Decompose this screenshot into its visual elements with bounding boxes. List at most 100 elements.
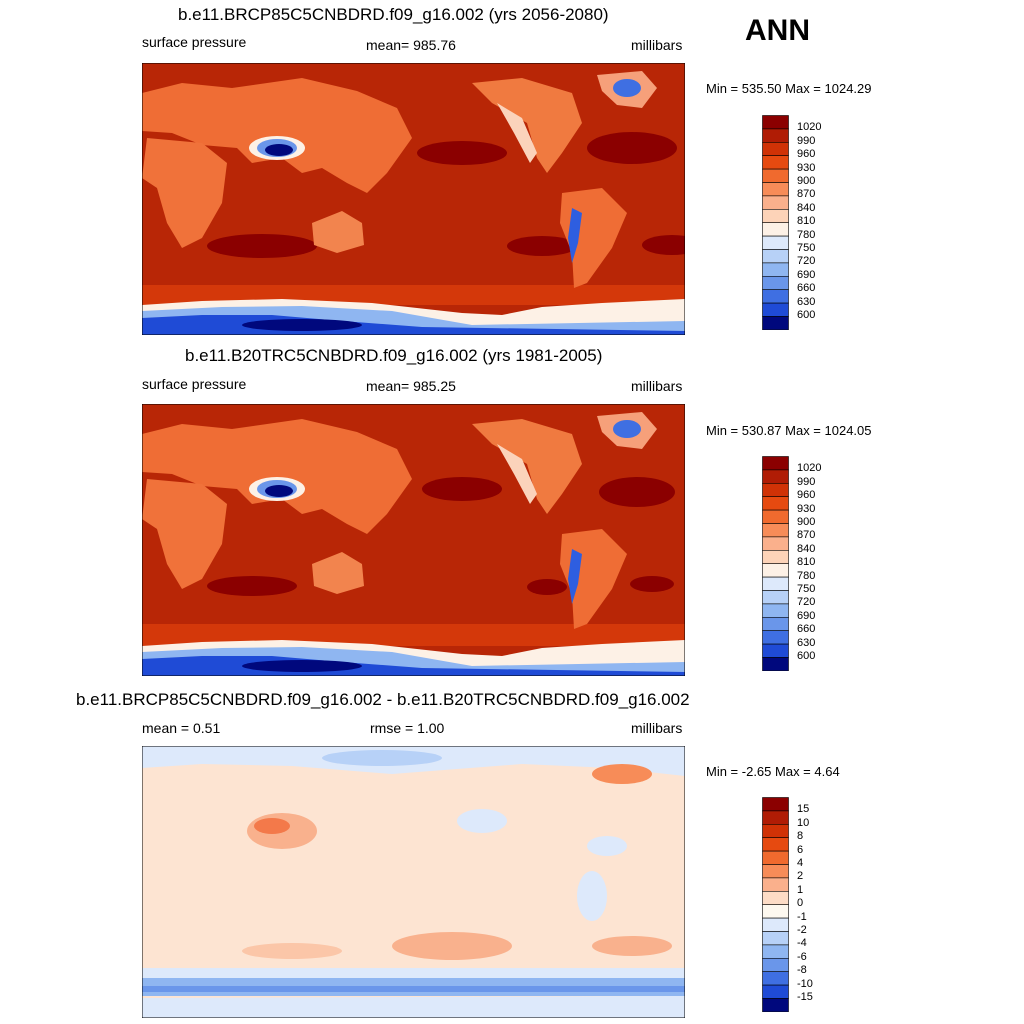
colorbar-segment — [762, 917, 789, 932]
colorbar-segment — [762, 209, 789, 224]
colorbar-segment — [762, 617, 789, 632]
panel2-greenland-ice — [613, 420, 641, 438]
colorbar-segment — [762, 509, 789, 524]
colorbar-tick-label: -6 — [797, 950, 807, 963]
colorbar-segment — [762, 971, 789, 986]
colorbar-tick-label: 600 — [797, 650, 816, 662]
colorbar-tick-label: 930 — [797, 161, 816, 174]
colorbar-tick-label: -2 — [797, 924, 807, 936]
panel3-npacific-fall — [457, 809, 507, 833]
panel1-greenland-ice — [613, 79, 641, 97]
colorbar-tick-label: 900 — [797, 175, 816, 187]
colorbar-segment — [762, 536, 789, 551]
colorbar-tick-label: 720 — [797, 596, 816, 609]
colorbar-segment — [762, 797, 789, 812]
panel3-southern-band-3 — [142, 986, 685, 992]
colorbar-segment — [762, 276, 789, 291]
colorbar-segment — [762, 235, 789, 250]
panel2-high-sindian — [207, 576, 297, 596]
panel1-title: b.e11.BRCP85C5CNBDRD.f09_g16.002 (yrs 20… — [178, 5, 609, 24]
colorbar-segment — [762, 128, 789, 143]
panel2-africa — [142, 479, 227, 589]
panel1-antarctica-core — [242, 319, 362, 331]
colorbar-segment — [762, 657, 789, 671]
colorbar-segment — [762, 603, 789, 618]
colorbar-segment — [762, 891, 789, 906]
colorbar-tick-label: -10 — [797, 977, 813, 990]
colorbar-tick-label: 810 — [797, 556, 816, 569]
panel3-antarctica — [142, 996, 685, 1018]
panel2-title: b.e11.B20TRC5CNBDRD.f09_g16.002 (yrs 198… — [185, 346, 603, 365]
colorbar-segment — [762, 222, 789, 237]
panel2-map — [142, 404, 685, 676]
panel2-north-america — [472, 419, 582, 514]
panel1-high-satlantic — [642, 235, 685, 255]
colorbar-segment — [762, 590, 789, 605]
colorbar-segment — [762, 823, 789, 838]
colorbar-tick-label: 780 — [797, 228, 816, 241]
colorbar-segment — [762, 904, 789, 919]
colorbar-segment — [762, 864, 789, 879]
colorbar-segment — [762, 115, 789, 130]
panel2-variable-label: surface pressure — [142, 376, 247, 392]
panel2-antarctica-core — [242, 660, 362, 672]
panel2-eurasia — [142, 419, 412, 534]
colorbar-tick-label: 990 — [797, 134, 816, 147]
colorbar-tick-label: 930 — [797, 502, 816, 515]
panel1-australia — [312, 211, 364, 253]
colorbar-tick-label: 1020 — [797, 462, 822, 475]
colorbar-tick-label: 810 — [797, 215, 816, 228]
colorbar-tick-label: 690 — [797, 609, 816, 622]
colorbar-segment — [762, 643, 789, 658]
panel2-high-npacific — [422, 477, 502, 501]
season-label: ANN — [745, 14, 810, 47]
panel2-high-sepacific — [527, 579, 567, 595]
colorbar-segment — [762, 523, 789, 538]
colorbar-segment — [762, 944, 789, 959]
colorbar-segment — [762, 810, 789, 825]
colorbar-segment — [762, 456, 789, 471]
panel2-units-label: millibars — [631, 378, 683, 394]
panel3-natlantic-fall — [587, 836, 627, 856]
panel2-tibet-core — [265, 485, 293, 497]
colorbar-segment — [762, 984, 789, 999]
colorbar-tick-label: 690 — [797, 268, 816, 281]
colorbar-tick-label: 0 — [797, 897, 804, 910]
colorbar-segment — [762, 469, 789, 484]
colorbar-tick-label: -8 — [797, 964, 807, 977]
colorbar-segment — [762, 931, 789, 946]
panel1-rockies — [497, 103, 537, 163]
colorbar-segment — [762, 563, 789, 578]
panel3-arctic-low — [322, 750, 442, 766]
colorbar-segment — [762, 316, 789, 330]
panel1-high-npacific — [417, 141, 507, 165]
colorbar-tick-label: 720 — [797, 255, 816, 268]
panel3-mean-label: mean = 0.51 — [142, 720, 221, 736]
panel3-units-label: millibars — [631, 720, 683, 736]
panel1-tibet-core — [265, 144, 293, 156]
colorbar-tick-label: 15 — [797, 803, 810, 816]
colorbar-tick-label: -1 — [797, 910, 807, 923]
panel1-north-america — [472, 78, 582, 173]
panel3-colorbar-segments — [762, 797, 789, 1012]
colorbar-tick-label: 900 — [797, 516, 816, 528]
colorbar-tick-label: -4 — [797, 937, 807, 950]
panel2-high-natlantic — [599, 477, 675, 507]
colorbar-tick-label: -15 — [797, 991, 813, 1003]
colorbar-segment — [762, 249, 789, 264]
panel1-high-sepacific — [507, 236, 577, 256]
panel3-samerica-fall — [577, 871, 607, 921]
colorbar-tick-label: 6 — [797, 843, 804, 856]
panel3-colorbar — [762, 797, 789, 1012]
colorbar-segment — [762, 182, 789, 197]
panel2-australia — [312, 552, 364, 594]
colorbar-tick-label: 750 — [797, 583, 816, 595]
colorbar-tick-label: 4 — [797, 857, 804, 869]
colorbar-tick-label: 10 — [797, 816, 810, 829]
colorbar-tick-label: 630 — [797, 636, 816, 649]
colorbar-tick-label: 840 — [797, 201, 816, 214]
colorbar-segment — [762, 958, 789, 973]
panel1-andes — [568, 208, 582, 263]
colorbar-segment — [762, 482, 789, 497]
panel3-southern-band-1 — [142, 968, 685, 978]
